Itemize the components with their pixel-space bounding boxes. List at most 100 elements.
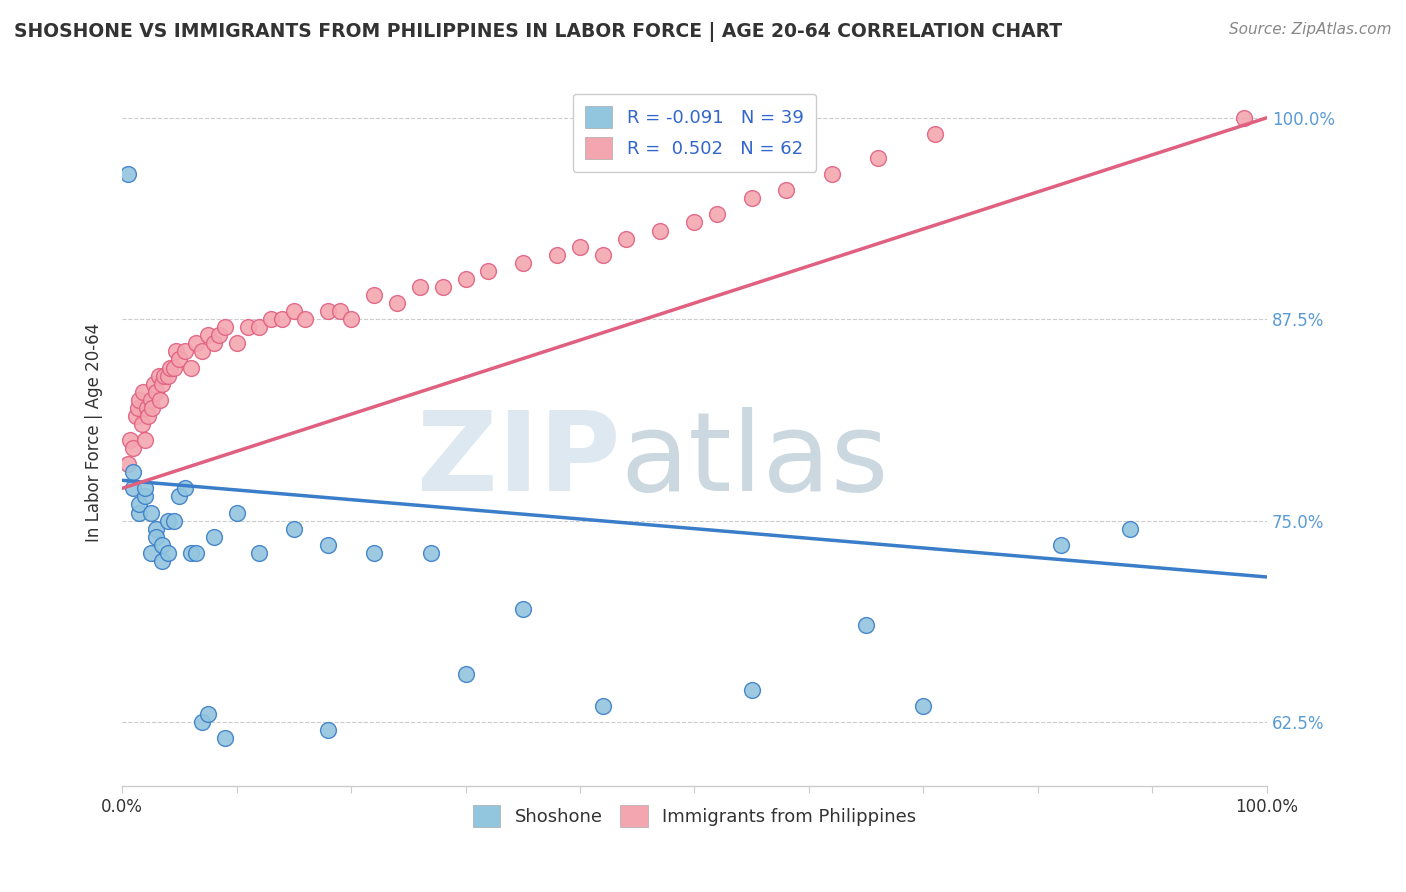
Point bbox=[128, 392, 150, 407]
Point bbox=[236, 320, 259, 334]
Point bbox=[866, 151, 889, 165]
Point bbox=[117, 457, 139, 471]
Point bbox=[136, 401, 159, 415]
Point bbox=[1049, 538, 1071, 552]
Text: ZIP: ZIP bbox=[416, 407, 620, 514]
Point bbox=[512, 256, 534, 270]
Point bbox=[912, 698, 935, 713]
Point bbox=[156, 546, 179, 560]
Point bbox=[385, 296, 408, 310]
Point bbox=[131, 417, 153, 431]
Point bbox=[162, 514, 184, 528]
Point bbox=[139, 392, 162, 407]
Point bbox=[340, 312, 363, 326]
Point bbox=[271, 312, 294, 326]
Point bbox=[741, 191, 763, 205]
Point bbox=[197, 328, 219, 343]
Point bbox=[741, 682, 763, 697]
Point bbox=[131, 384, 153, 399]
Point bbox=[169, 490, 191, 504]
Point bbox=[363, 288, 385, 302]
Point bbox=[180, 546, 202, 560]
Point bbox=[148, 368, 170, 383]
Point bbox=[706, 207, 728, 221]
Point bbox=[294, 312, 316, 326]
Point bbox=[125, 409, 148, 423]
Point bbox=[249, 320, 271, 334]
Point bbox=[197, 706, 219, 721]
Point bbox=[159, 360, 181, 375]
Point bbox=[162, 360, 184, 375]
Point bbox=[122, 465, 145, 479]
Point bbox=[454, 272, 477, 286]
Point bbox=[134, 490, 156, 504]
Point bbox=[145, 384, 167, 399]
Point bbox=[145, 530, 167, 544]
Point bbox=[363, 546, 385, 560]
Point bbox=[924, 127, 946, 141]
Point bbox=[134, 433, 156, 447]
Point bbox=[169, 352, 191, 367]
Point bbox=[683, 215, 706, 229]
Point bbox=[202, 530, 225, 544]
Point bbox=[432, 280, 454, 294]
Point bbox=[122, 481, 145, 495]
Point bbox=[821, 167, 844, 181]
Point bbox=[214, 320, 236, 334]
Point bbox=[156, 514, 179, 528]
Point bbox=[1118, 522, 1140, 536]
Point bbox=[775, 183, 797, 197]
Point bbox=[409, 280, 432, 294]
Point bbox=[145, 522, 167, 536]
Point bbox=[855, 618, 877, 632]
Point bbox=[117, 167, 139, 181]
Point bbox=[225, 506, 247, 520]
Point bbox=[165, 344, 187, 359]
Point bbox=[260, 312, 283, 326]
Point bbox=[150, 376, 173, 391]
Point bbox=[202, 336, 225, 351]
Point bbox=[139, 546, 162, 560]
Text: SHOSHONE VS IMMIGRANTS FROM PHILIPPINES IN LABOR FORCE | AGE 20-64 CORRELATION C: SHOSHONE VS IMMIGRANTS FROM PHILIPPINES … bbox=[14, 22, 1062, 42]
Point bbox=[1233, 111, 1256, 125]
Point bbox=[141, 401, 163, 415]
Point bbox=[283, 522, 305, 536]
Point bbox=[329, 304, 352, 318]
Point bbox=[592, 698, 614, 713]
Text: atlas: atlas bbox=[620, 407, 889, 514]
Point bbox=[316, 723, 339, 737]
Point bbox=[150, 538, 173, 552]
Point bbox=[174, 344, 197, 359]
Point bbox=[420, 546, 443, 560]
Point bbox=[208, 328, 231, 343]
Point bbox=[614, 231, 637, 245]
Point bbox=[191, 344, 214, 359]
Point bbox=[477, 264, 499, 278]
Point bbox=[149, 392, 172, 407]
Point bbox=[249, 546, 271, 560]
Point bbox=[316, 304, 339, 318]
Point bbox=[186, 336, 208, 351]
Point bbox=[143, 376, 166, 391]
Point bbox=[134, 481, 156, 495]
Point bbox=[128, 498, 150, 512]
Point bbox=[569, 240, 592, 254]
Point bbox=[546, 248, 568, 262]
Point bbox=[592, 248, 614, 262]
Point bbox=[214, 731, 236, 746]
Point bbox=[191, 714, 214, 729]
Point bbox=[225, 336, 247, 351]
Legend: Shoshone, Immigrants from Philippines: Shoshone, Immigrants from Philippines bbox=[465, 797, 924, 834]
Point bbox=[153, 368, 176, 383]
Point bbox=[127, 401, 149, 415]
Point bbox=[283, 304, 305, 318]
Point bbox=[150, 554, 173, 568]
Point bbox=[316, 538, 339, 552]
Y-axis label: In Labor Force | Age 20-64: In Labor Force | Age 20-64 bbox=[86, 322, 103, 541]
Point bbox=[180, 360, 202, 375]
Point bbox=[138, 409, 160, 423]
Point bbox=[120, 433, 142, 447]
Point bbox=[454, 666, 477, 681]
Point bbox=[128, 506, 150, 520]
Point bbox=[512, 602, 534, 616]
